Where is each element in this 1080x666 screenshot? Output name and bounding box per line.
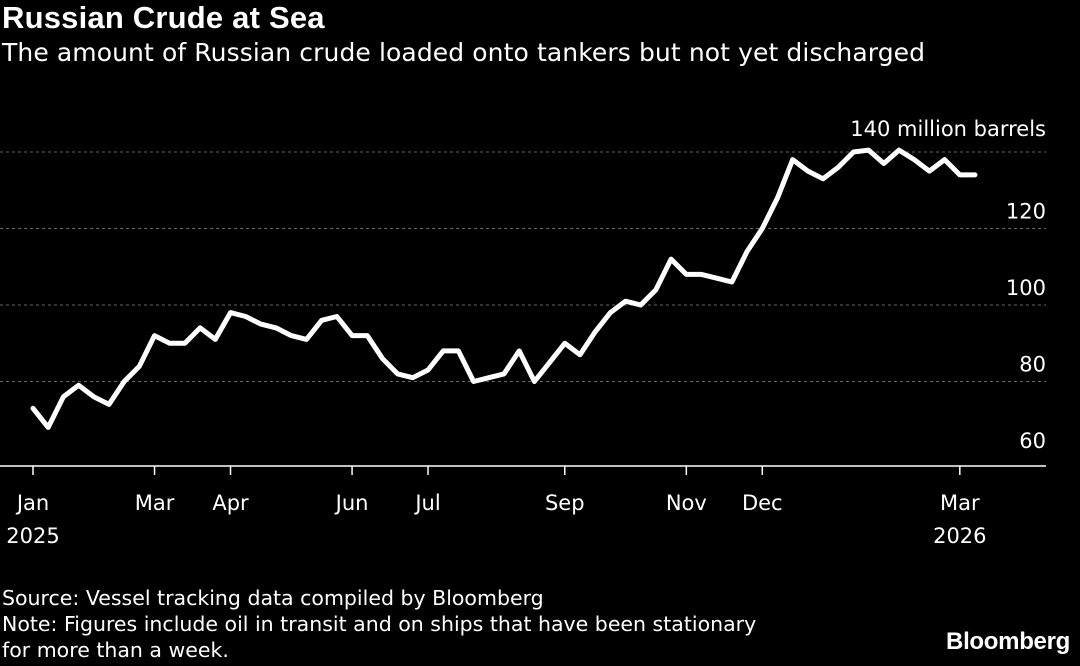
y-unit-label: 140 million barrels [850,117,1046,141]
y-tick-label: 80 [1019,353,1046,377]
x-tick-label: Jun [334,491,369,515]
x-tick-label: Dec [742,491,783,515]
x-tick-label: Jul [413,491,440,515]
footnote-line-2: for more than a week. [2,638,229,662]
gridlines [0,151,1046,382]
x-tick-label: Apr [212,491,249,515]
chart-subtitle: The amount of Russian crude loaded onto … [2,38,926,67]
line-chart: 60 80 100 120 140 million barrels Jan 2025 Ma… [0,117,1046,548]
x-tick-labels: Jan 2025 Mar Apr Jun Jul Sep Nov Dec Mar 2026 [6,466,987,548]
x-tick-label: Nov [666,491,707,515]
y-tick-label: 60 [1019,429,1046,453]
source-note: Source: Vessel tracking data compiled by… [2,586,544,610]
y-tick-label: 120 [1006,200,1046,224]
x-tick-label: Sep [545,491,585,515]
bloomberg-logo: Bloomberg [946,628,1070,655]
x-tick-label: Mar [135,491,175,515]
chart-title: Russian Crude at Sea [2,0,325,35]
series-line [30,147,978,430]
y-tick-labels: 60 80 100 120 [1006,200,1046,454]
x-tick-year-label: 2026 [933,524,986,548]
footnote-line-1: Note: Figures include oil in transit and… [2,612,757,636]
x-tick-label: Jan [15,491,49,515]
x-tick-year-label: 2025 [6,524,59,548]
y-tick-label: 100 [1006,276,1046,300]
x-tick-label: Mar [940,491,980,515]
